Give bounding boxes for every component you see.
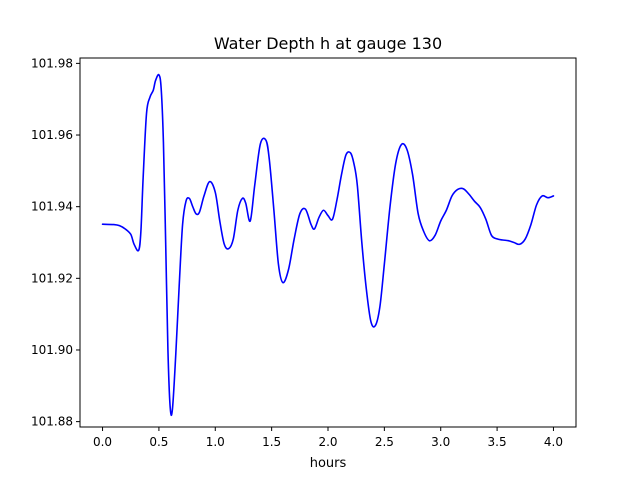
x-tick-label: 2.0: [318, 435, 337, 449]
x-tick-label: 2.5: [375, 435, 394, 449]
x-tick-label: 3.5: [488, 435, 507, 449]
plot-layer: [101, 73, 555, 417]
x-tick-label: 0.0: [93, 435, 112, 449]
y-tick-label: 101.96: [31, 128, 73, 142]
chart-title: Water Depth h at gauge 130: [214, 34, 442, 53]
x-tick-label: 0.5: [149, 435, 168, 449]
y-tick-label: 101.92: [31, 271, 73, 285]
x-tick-label: 3.0: [431, 435, 450, 449]
y-tick-label: 101.98: [31, 56, 73, 70]
y-tick-label: 101.88: [31, 415, 73, 429]
x-axis-ticks: 0.0 0.5 1.0 1.5 2.0 2.5 3.0 3.5 4.0: [93, 427, 563, 449]
y-tick-label: 101.90: [31, 343, 73, 357]
x-tick-label: 1.0: [206, 435, 225, 449]
x-tick-label: 4.0: [544, 435, 563, 449]
y-axis-ticks: 101.88 101.90 101.92 101.94 101.96 101.98: [31, 56, 80, 429]
x-axis-label: hours: [310, 456, 347, 471]
y-tick-label: 101.94: [31, 200, 73, 214]
x-tick-label: 1.5: [262, 435, 281, 449]
series-line-0: [101, 73, 555, 417]
